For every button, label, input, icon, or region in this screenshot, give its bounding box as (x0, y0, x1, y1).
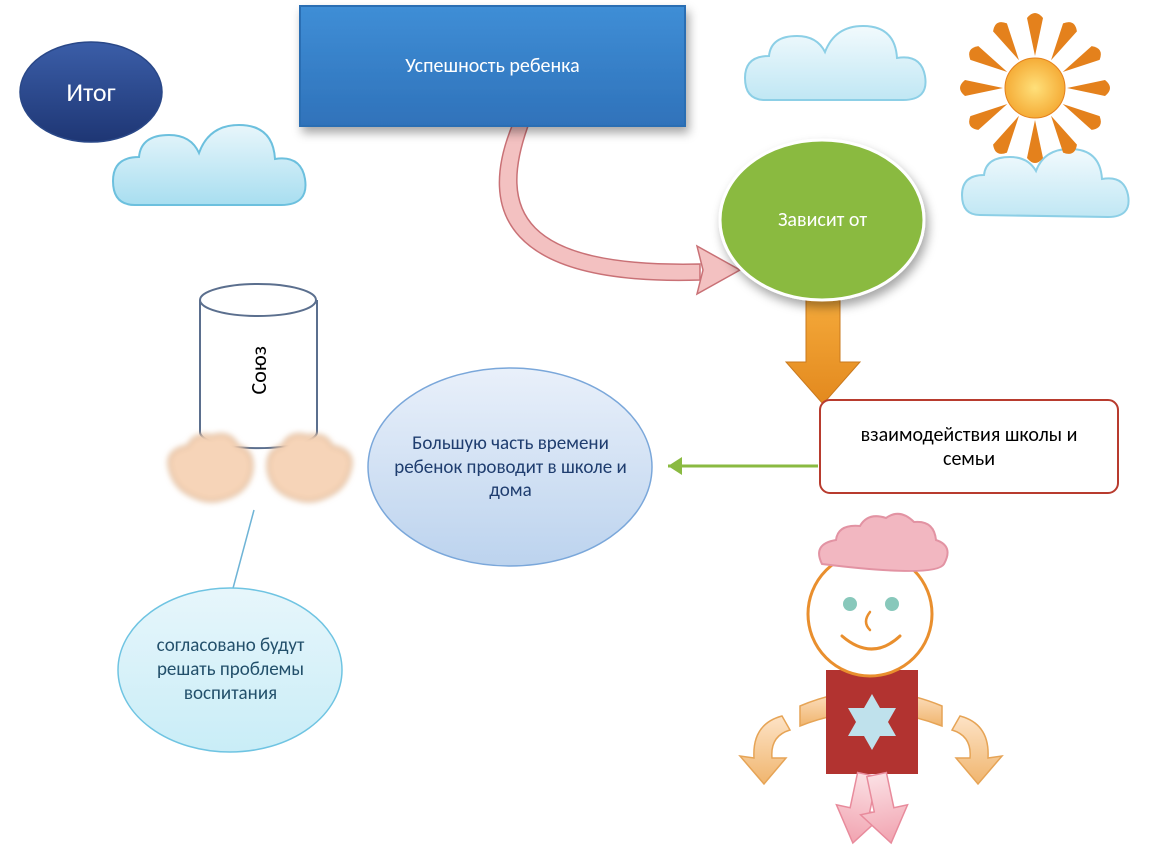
depends-label: Зависит от (720, 140, 925, 300)
connector-line (232, 510, 254, 592)
success-label: Успешность ребенка (300, 6, 685, 126)
child-icon (740, 514, 1002, 848)
agree-label: согласовано будут решать проблемы воспит… (128, 600, 333, 740)
itog-label: Итог (20, 42, 162, 142)
curve-arrow-icon (499, 126, 740, 294)
diagram-stage: Итог Успешность ребенка Зависит от взаим… (0, 0, 1150, 864)
interaction-label: взаимодействия школы и семьи (820, 400, 1118, 493)
sun-icon (960, 13, 1110, 163)
union-label: Союз (245, 346, 272, 395)
cloud-icon (962, 149, 1129, 217)
down-arrow-icon (786, 300, 860, 404)
left-arrow-icon (668, 457, 818, 475)
cloud-icon (745, 26, 926, 100)
most-time-label: Большую часть времени ребенок проводит в… (378, 380, 643, 555)
